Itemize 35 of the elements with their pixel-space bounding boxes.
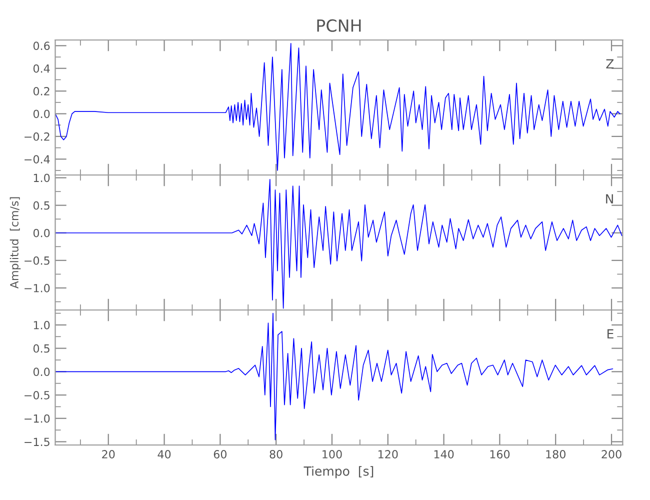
y-tick-label: 0.5 xyxy=(33,344,50,353)
x-tick-label: 100 xyxy=(322,450,342,458)
y-tick-label: −0.4 xyxy=(24,155,50,164)
x-tick-label: 60 xyxy=(214,450,227,458)
x-tick-label: 80 xyxy=(270,450,282,458)
y-tick-label: 0.2 xyxy=(33,87,50,96)
y-tick-label: −1.5 xyxy=(24,438,50,446)
y-tick-label: −1.0 xyxy=(24,414,50,423)
x-tick-label: 160 xyxy=(490,450,510,458)
y-tick-label: −0.5 xyxy=(24,256,50,265)
y-tick-label: 0.5 xyxy=(33,201,50,210)
y-axis-title: Amplitud [cm/s] xyxy=(10,197,21,289)
y-tick-label: 1.0 xyxy=(34,320,50,330)
y-tick-label: 0.6 xyxy=(33,42,50,50)
x-tick-label: 140 xyxy=(434,450,454,458)
line-series xyxy=(55,312,614,440)
x-axis-title: Tiempo [s] xyxy=(304,466,374,478)
y-tick-label: −0.2 xyxy=(24,132,50,141)
annotation: N xyxy=(606,194,613,204)
y-tick-label: 0.0 xyxy=(33,228,50,238)
y-tick-label: 1.0 xyxy=(34,174,50,182)
annotation: E xyxy=(608,329,614,338)
x-tick-label: 200 xyxy=(602,450,622,458)
y-tick-label: 0.0 xyxy=(33,110,50,118)
annotation: Z xyxy=(606,59,614,68)
x-tick-label: 20 xyxy=(102,450,115,458)
x-tick-label: 120 xyxy=(378,450,398,458)
line-series xyxy=(55,42,620,171)
x-tick-label: 180 xyxy=(546,450,566,458)
y-tick-label: 0.0 xyxy=(33,368,50,376)
y-tick-label: −1.0 xyxy=(24,284,50,292)
y-tick-label: 0.4 xyxy=(33,64,50,73)
y-tick-label: −0.5 xyxy=(24,390,50,400)
chart-title: PCNH xyxy=(317,19,361,32)
x-tick-label: 40 xyxy=(158,450,171,458)
